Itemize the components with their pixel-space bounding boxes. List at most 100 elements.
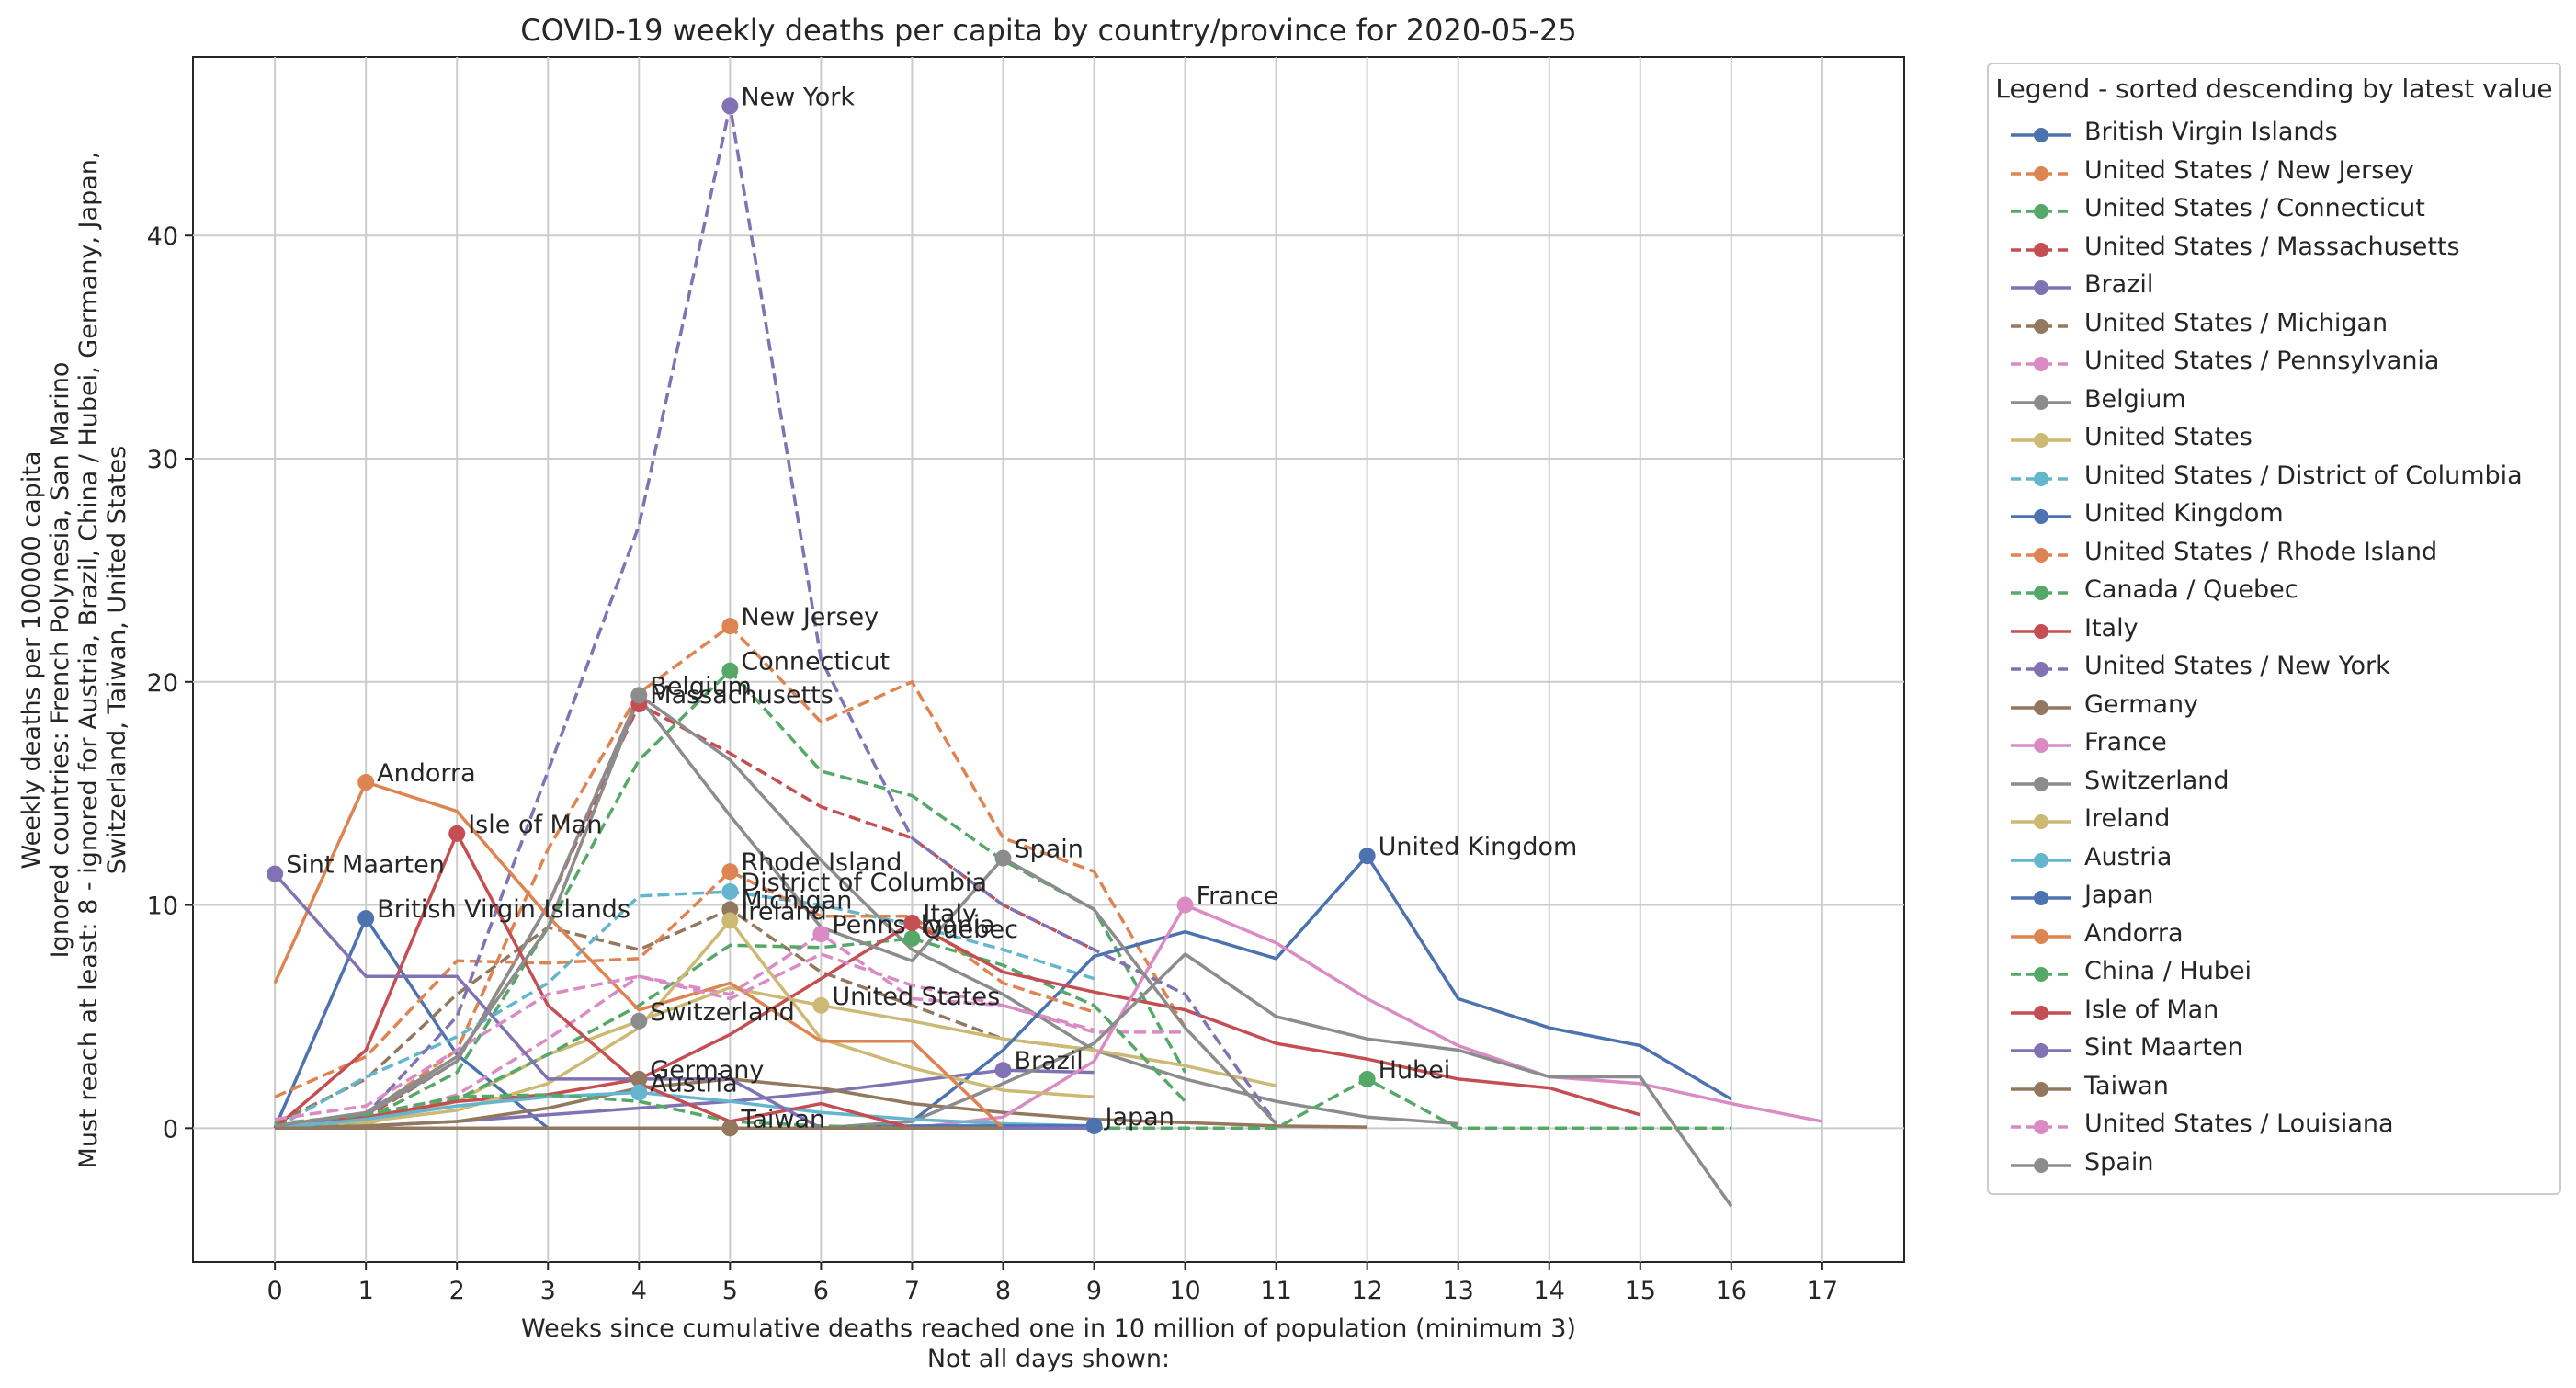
chart-title: COVID-19 weekly deaths per capita by cou… (520, 13, 1576, 48)
legend-label: Belgium (2084, 384, 2186, 414)
legend-item-spain: Spain (1989, 1148, 2559, 1185)
legend-label: China / Hubei (2084, 957, 2253, 985)
series-annotation-united-states-district-of-columbia: District of Columbia (741, 869, 987, 897)
legend-label: United States / New York (2084, 652, 2390, 680)
legend-item-united-states-new-york: United States / New York (1989, 652, 2559, 688)
legend-swatch (2011, 891, 2071, 905)
legend-item-united-states-new-jersey: United States / New Jersey (1989, 156, 2559, 193)
series-annotation-taiwan: Taiwan (740, 1105, 825, 1133)
legend-label: Italy (2084, 613, 2139, 643)
legend-label: Austria (2084, 842, 2173, 871)
series-annotation-sint-maarten: Sint Maarten (286, 851, 445, 880)
x-tick-label: 11 (1260, 1277, 1291, 1305)
legend-swatch (2011, 662, 2071, 677)
legend-item-andorra: Andorra (1989, 919, 2559, 956)
series-line-isle-of-man (273, 832, 913, 1130)
series-marker-united-kingdom (1358, 848, 1376, 865)
legend-swatch (2011, 776, 2071, 791)
legend-item-canada-quebec: Canada / Quebec (1989, 575, 2559, 612)
legend-label: United States / District of Columbia (2084, 461, 2523, 490)
legend-title: Legend - sorted descending by latest val… (1995, 74, 2553, 104)
x-tick-label: 1 (358, 1277, 374, 1305)
series-marker-united-states-connecticut (721, 662, 739, 679)
legend-item-italy: Italy (1989, 614, 2559, 651)
legend-label: United States (2084, 423, 2253, 451)
x-tick-label: 15 (1625, 1277, 1656, 1305)
legend-label: Japan (2084, 881, 2154, 909)
x-tick-label: 0 (267, 1277, 283, 1305)
legend-item-sint-maarten: Sint Maarten (1989, 1033, 2559, 1070)
series-annotation-united-kingdom: United Kingdom (1379, 833, 1578, 861)
y-tick-label: 20 (147, 669, 178, 698)
legend-swatch (2011, 1005, 2071, 1020)
x-tick-label: 5 (722, 1277, 738, 1305)
legend-swatch (2011, 318, 2071, 334)
series-marker-brazil (994, 1062, 1012, 1079)
y-axis-ticks: 0 10 20 30 40 (147, 222, 193, 1143)
legend-label: United States / Michigan (2084, 308, 2389, 337)
legend-item-united-states-rhode-island: United States / Rhode Island (1989, 538, 2559, 575)
series-line-ireland (275, 918, 1095, 1128)
legend-item-isle-of-man: Isle of Man (1989, 995, 2559, 1032)
y-tick-label: 40 (147, 222, 178, 251)
legend-item-china-hubei: China / Hubei (1989, 957, 2559, 994)
series-marker-united-states-new-york (721, 97, 739, 115)
y-tick-label: 30 (147, 446, 178, 474)
series-marker-china-hubei (1358, 1070, 1376, 1087)
x-tick-label: 17 (1807, 1277, 1838, 1305)
x-tick-label: 9 (1086, 1277, 1102, 1305)
legend-item-ireland: Ireland (1989, 804, 2559, 841)
series-annotation-france: France (1197, 882, 1279, 911)
legend-label: United States / New Jersey (2084, 155, 2414, 185)
x-tick-label: 14 (1534, 1277, 1565, 1305)
series-annotation-spain: Spain (1014, 836, 1083, 864)
series-marker-united-states-district-of-columbia (721, 882, 739, 900)
legend-item-japan: Japan (1989, 881, 2559, 917)
series-line-andorra (273, 780, 1004, 1130)
series-annotation-canada-quebec: Quebec (923, 916, 1018, 944)
series-marker-germany (630, 1070, 648, 1087)
series-annotation-austria: Austria (650, 1069, 737, 1098)
series-annotation-united-states-michigan: Michigan (741, 886, 852, 915)
legend-swatch (2011, 738, 2071, 753)
legend-label: Switzerland (2084, 766, 2230, 795)
y-axis-label-line-3: Must reach at least: 8 - ignored for Aus… (74, 152, 103, 1169)
x-tick-label: 12 (1351, 1277, 1382, 1305)
legend-label: Spain (2084, 1147, 2154, 1177)
legend-swatch (2011, 1120, 2071, 1134)
series-annotation-andorra: Andorra (377, 759, 476, 788)
series-marker-france (1176, 896, 1194, 914)
legend-label: Ireland (2084, 804, 2171, 833)
series-marker-austria (630, 1084, 648, 1101)
series-line-united-states-louisiana (274, 952, 1095, 1121)
series-marker-japan (1085, 1117, 1103, 1134)
legend-swatch (2011, 967, 2071, 982)
x-axis-label-line2: Not all days shown: (927, 1345, 1170, 1373)
x-axis-label: Weeks since cumulative deaths reached on… (521, 1314, 1576, 1343)
plot-area (192, 56, 1905, 1263)
legend-swatch (2011, 433, 2071, 448)
legend-label: Isle of Man (2084, 995, 2219, 1024)
series-marker-taiwan (721, 1120, 739, 1137)
y-tick-label: 10 (147, 893, 178, 921)
series-annotation-united-states-connecticut: Connecticut (741, 648, 890, 677)
legend-label: United States / Rhode Island (2084, 537, 2438, 566)
legend-label: Germany (2084, 689, 2199, 719)
legend-label: Taiwan (2084, 1071, 2169, 1100)
legend-swatch (2011, 394, 2071, 410)
legend-item-brazil: Brazil (1989, 270, 2559, 307)
series-line-austria (274, 1090, 1095, 1131)
series-line-united-states-michigan (274, 907, 1095, 1126)
series-annotation-belgium: Belgium (650, 672, 752, 700)
legend-item-united-states-connecticut: United States / Connecticut (1989, 194, 2559, 231)
series-line-germany (275, 1077, 1367, 1131)
legend-item-united-states-michigan: United States / Michigan (1989, 309, 2559, 346)
series-marker-british-virgin-islands (357, 910, 375, 927)
legend-swatch (2011, 509, 2071, 524)
legend-swatch (2011, 623, 2071, 639)
series-annotation-united-states-massachusetts: Massachusetts (650, 681, 834, 710)
legend-label: Sint Maarten (2084, 1033, 2243, 1062)
legend-swatch (2011, 471, 2071, 486)
legend: Legend - sorted descending by latest val… (1987, 63, 2561, 1195)
